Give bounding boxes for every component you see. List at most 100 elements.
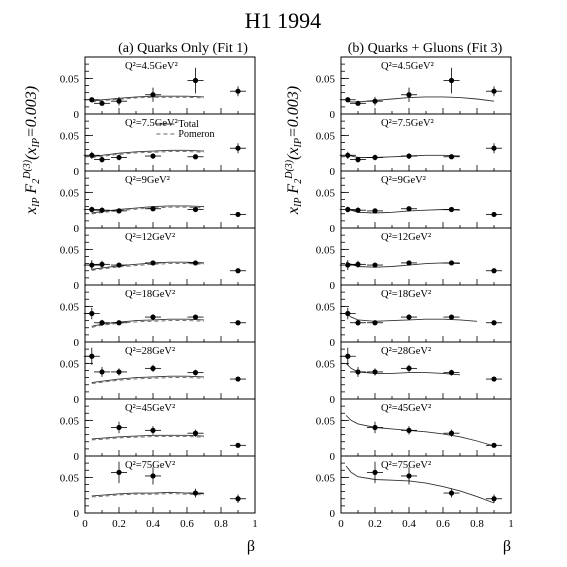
panel-b-7-point-2 (372, 469, 378, 475)
panel-a-7-point-4 (192, 490, 199, 496)
panel-title-a: (a) Quarks Only (Fit 1) (118, 41, 248, 56)
panel-b-5-point-4 (448, 370, 455, 376)
panel-a-6-point-3 (150, 427, 156, 433)
x-tick-label-b-0: 0 (338, 518, 344, 530)
panel-a-7-ytick-label-0: 0 (74, 508, 80, 520)
panel-a-2-q2-label: Q²=9GeV² (125, 175, 170, 186)
panel-b-1-point-1 (355, 157, 361, 163)
panel-b-6-point-5 (491, 442, 497, 448)
x-tick-label-a-4: 0.8 (214, 518, 228, 530)
panel-a-4-point-0 (89, 310, 95, 317)
panel-b-2-point-4 (448, 206, 455, 213)
panel-b-6-point-4 (448, 430, 455, 436)
panel-b-7-point-5 (491, 496, 497, 502)
panel-b-1-point-4 (448, 154, 455, 160)
panel-a-3-point-1 (99, 261, 105, 267)
y-axis-label-left: xIP F2D(3)(xIP=0.003) (22, 86, 42, 215)
panel-a-3-fit-total (91, 261, 205, 270)
panel-a-5-point-1 (99, 369, 105, 375)
panel-b-5-point-0 (345, 353, 351, 359)
panel-a-0-point-5 (235, 88, 241, 94)
panel-b-5-point-5 (491, 376, 497, 382)
x-axis-label-right: β (503, 538, 511, 555)
legend-pomeron-label: Pomeron (178, 129, 214, 140)
panel-b-7-point-3 (406, 473, 412, 479)
panel-a-3-point-0 (89, 262, 95, 268)
panel-a-0-point-0 (89, 97, 95, 103)
panel-title-b: (b) Quarks + Gluons (Fit 3) (348, 41, 503, 56)
panel-b-6-fit-total (345, 415, 495, 447)
panel-b-2-point-0 (345, 206, 351, 213)
panel-a-4-point-5 (235, 320, 241, 326)
x-tick-label-a-2: 0.4 (146, 518, 160, 530)
panel-a-5-ytick-label-1: 0.05 (60, 358, 80, 370)
panel-a-1-point-0 (89, 152, 95, 158)
panel-a-5-fit-pomeron (91, 377, 205, 385)
panel-b-6-point-3 (406, 427, 412, 433)
panel-a-3-q2-label: Q²=12GeV² (125, 232, 175, 243)
panel-a-2-point-5 (235, 211, 241, 218)
panel-a-7-point-2 (116, 469, 122, 475)
panel-a-4-ytick-label-0: 0 (74, 337, 80, 349)
panel-a-6-fit-total (91, 434, 205, 440)
panel-a-6-point-2 (116, 424, 122, 431)
panel-a-2-fit-total (91, 205, 205, 214)
panel-b-2-q2-label: Q²=9GeV² (381, 175, 426, 186)
panel-b-7-q2-label: Q²=75GeV² (381, 460, 431, 471)
panel-b-2-frame (340, 170, 512, 229)
panel-b-4-ytick-label-0: 0 (330, 337, 336, 349)
x-tick-label-a-3: 0.6 (180, 518, 194, 530)
panel-b-0-point-5 (491, 88, 497, 94)
y-axis-label-right: xIP F2D(3)(xIP=0.003) (284, 86, 304, 215)
panel-a-2-point-0 (89, 206, 95, 213)
panel-a-5-q2-label: Q²=28GeV² (125, 346, 175, 357)
panel-a-1-ytick-label-1: 0.05 (60, 130, 80, 142)
panel-b-5-fit-total (345, 363, 461, 376)
panel-b-2-point-3 (406, 206, 412, 212)
panel-a-1-ytick-label-0: 0 (74, 166, 80, 178)
panel-a-2-fit-pomeron (91, 206, 205, 215)
panel-a-2-point-3 (150, 206, 156, 212)
legend-total-label: Total (178, 119, 199, 130)
panel-b-2-fit-total (345, 207, 461, 214)
panel-a-7-ytick-label-1: 0.05 (60, 472, 80, 484)
panel-b-1-point-0 (345, 152, 351, 158)
panel-b-5-ytick-label-1: 0.05 (316, 358, 336, 370)
panel-b-6-ytick-label-0: 0 (330, 451, 336, 463)
panel-b-0-point-2 (372, 98, 378, 104)
panel-a-1-point-3 (150, 153, 156, 159)
x-tick-label-a-5: 1 (252, 518, 258, 530)
x-axis-label-left: β (247, 538, 255, 555)
panel-b-1-point-2 (372, 154, 378, 161)
panel-a-5-fit-total (91, 375, 205, 384)
panel-b-4-point-3 (406, 314, 412, 320)
panel-a-1-point-4 (192, 154, 199, 160)
panel-a-0-ytick-label-1: 0.05 (60, 73, 80, 85)
panel-a-1-point-2 (116, 154, 122, 161)
panel-b-1-point-5 (491, 145, 497, 151)
panel-a-7-fit-pomeron (91, 493, 205, 498)
panel-b-4-point-4 (448, 314, 455, 320)
panel-b-4-ytick-label-1: 0.05 (316, 301, 336, 313)
panel-a-6-point-4 (192, 430, 199, 436)
panel-a-5-point-3 (150, 365, 156, 371)
panel-a-6-ytick-label-0: 0 (74, 451, 80, 463)
panel-a-7-fit-total (91, 491, 205, 497)
x-tick-label-a-1: 0.2 (112, 518, 126, 530)
panel-a-1-q2-label: Q²=7.5GeV² (125, 118, 178, 129)
panel-a-3-fit-pomeron (91, 263, 205, 271)
panel-b-2-ytick-label-0: 0 (330, 223, 336, 235)
x-tick-label-b-4: 0.8 (470, 518, 484, 530)
panel-a-7-q2-label: Q²=75GeV² (125, 460, 175, 471)
panel-b-2-ytick-label-1: 0.05 (316, 187, 336, 199)
panel-b-3-ytick-label-0: 0 (330, 280, 336, 292)
panel-b-4-q2-label: Q²=18GeV² (381, 289, 431, 300)
panel-b-5-q2-label: Q²=28GeV² (381, 346, 431, 357)
panel-a-5-point-5 (235, 376, 241, 382)
panel-a-4-point-3 (150, 314, 156, 320)
panel-a-3-point-5 (235, 268, 241, 274)
panel-b-3-point-3 (406, 260, 412, 266)
x-tick-label-b-1: 0.2 (368, 518, 382, 530)
panel-a-1-fit-total (91, 149, 205, 158)
